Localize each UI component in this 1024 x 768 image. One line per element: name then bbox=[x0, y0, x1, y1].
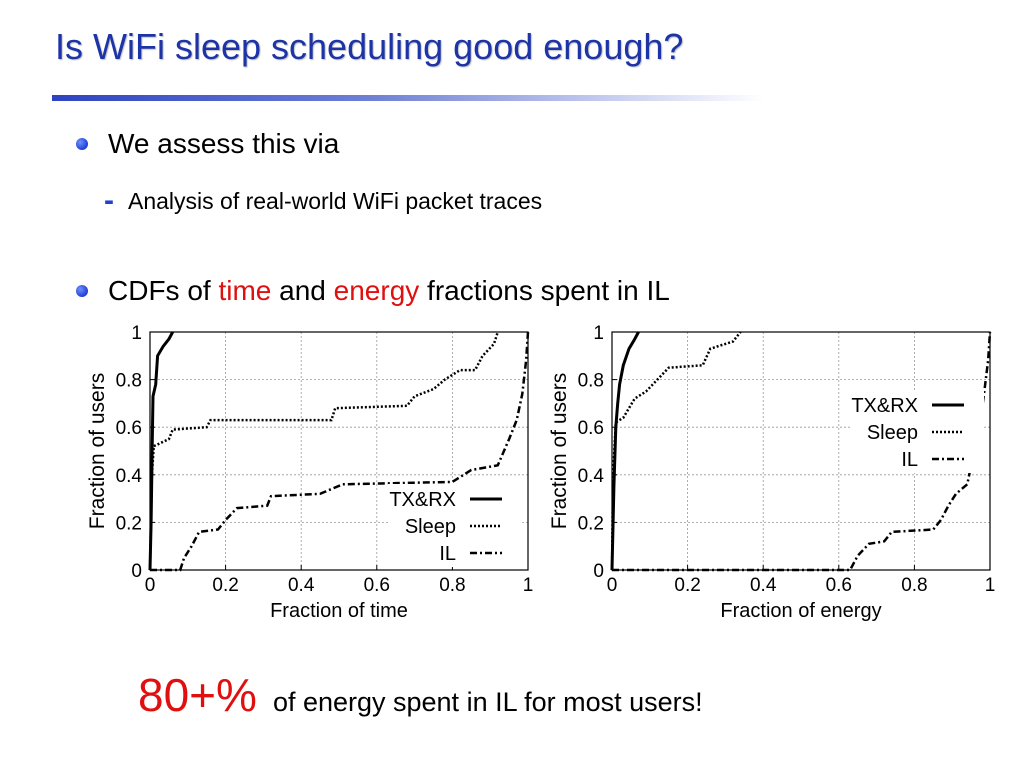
y-tick-label: 0 bbox=[131, 561, 142, 582]
bullet-cdfs-text: CDFs of time and energy fractions spent … bbox=[108, 275, 670, 307]
x-axis-label: Fraction of time bbox=[270, 600, 408, 622]
x-tick-label: 1 bbox=[523, 575, 534, 596]
y-tick-label: 0.8 bbox=[116, 371, 142, 392]
sub-bullet-text: Analysis of real-world WiFi packet trace… bbox=[128, 187, 543, 214]
bullet-dot-icon bbox=[76, 138, 88, 150]
title-underline bbox=[52, 95, 764, 101]
y-axis-label: Fraction of users bbox=[86, 373, 109, 529]
bullet-cdfs-energy: energy bbox=[333, 275, 420, 306]
sub-bullet-dash-icon: - bbox=[104, 184, 114, 217]
conclusion-text: of energy spent in IL for most users! bbox=[272, 687, 703, 717]
bullet-cdfs-time: time bbox=[218, 275, 272, 306]
y-axis-label: Fraction of users bbox=[548, 373, 571, 529]
y-tick-label: 0.6 bbox=[116, 418, 142, 439]
y-tick-label: 0 bbox=[593, 561, 604, 582]
legend-label: TX&RX bbox=[389, 489, 456, 511]
bullet-cdfs-mid: and bbox=[271, 275, 334, 306]
y-tick-label: 0.8 bbox=[578, 371, 604, 392]
x-tick-label: 0.2 bbox=[212, 575, 238, 596]
conclusion: 80+% of energy spent in IL for most user… bbox=[138, 668, 703, 722]
sub-bullet-traces: - Analysis of real-world WiFi packet tra… bbox=[104, 186, 542, 216]
y-tick-label: 0.2 bbox=[116, 513, 142, 534]
x-tick-label: 0.6 bbox=[826, 575, 852, 596]
legend-label: IL bbox=[901, 449, 918, 471]
legend-label: Sleep bbox=[405, 516, 456, 538]
x-tick-label: 0.8 bbox=[901, 575, 927, 596]
y-tick-label: 0.4 bbox=[116, 466, 143, 487]
x-axis-label: Fraction of energy bbox=[720, 600, 881, 622]
bullet-cdfs: CDFs of time and energy fractions spent … bbox=[76, 275, 670, 307]
x-tick-label: 1 bbox=[985, 575, 996, 596]
bullet-cdfs-prefix: CDFs of bbox=[108, 275, 219, 306]
bullet-assess-text: We assess this via bbox=[108, 128, 340, 159]
series-line-il bbox=[150, 331, 530, 572]
bullet-dot-icon bbox=[76, 285, 88, 297]
y-tick-label: 0.2 bbox=[578, 513, 604, 534]
bullet-cdfs-suffix: fractions spent in IL bbox=[419, 275, 670, 306]
x-tick-label: 0.6 bbox=[364, 575, 390, 596]
y-tick-label: 0.4 bbox=[578, 466, 605, 487]
slide-title: Is WiFi sleep scheduling good enough? bbox=[55, 26, 684, 67]
series-line-tx-rx bbox=[610, 331, 640, 571]
cdf-chart-time: 00 0.2 0.2 0.4 0.4 0.6 0.6 0.8 0.8 1 1 Fraction of … bbox=[86, 323, 534, 622]
plot-frame bbox=[611, 331, 991, 571]
legend-label: TX&RX bbox=[851, 395, 918, 417]
x-tick-label: 0 bbox=[145, 575, 156, 596]
y-tick-label: 0.6 bbox=[578, 418, 604, 439]
x-tick-label: 0 bbox=[607, 575, 618, 596]
x-tick-label: 0.4 bbox=[288, 575, 315, 596]
y-tick-label: 1 bbox=[131, 323, 142, 344]
legend-label: Sleep bbox=[867, 422, 918, 444]
bullet-assess: We assess this via bbox=[76, 128, 339, 160]
series-line-il bbox=[612, 331, 992, 572]
series-line-tx-rx bbox=[148, 331, 175, 571]
series-line-sleep bbox=[148, 331, 499, 571]
x-tick-label: 0.8 bbox=[439, 575, 465, 596]
y-tick-label: 1 bbox=[593, 323, 604, 344]
cdf-chart-energy: 00 0.2 0.2 0.4 0.4 0.6 0.6 0.8 0.8 1 1 Fraction of … bbox=[548, 323, 996, 622]
x-tick-label: 0.4 bbox=[750, 575, 777, 596]
plot-frame bbox=[149, 331, 529, 571]
series-line-sleep bbox=[610, 331, 742, 571]
conclusion-highlight: 80+% bbox=[138, 669, 257, 721]
legend-label: IL bbox=[439, 543, 456, 565]
x-tick-label: 0.2 bbox=[674, 575, 700, 596]
